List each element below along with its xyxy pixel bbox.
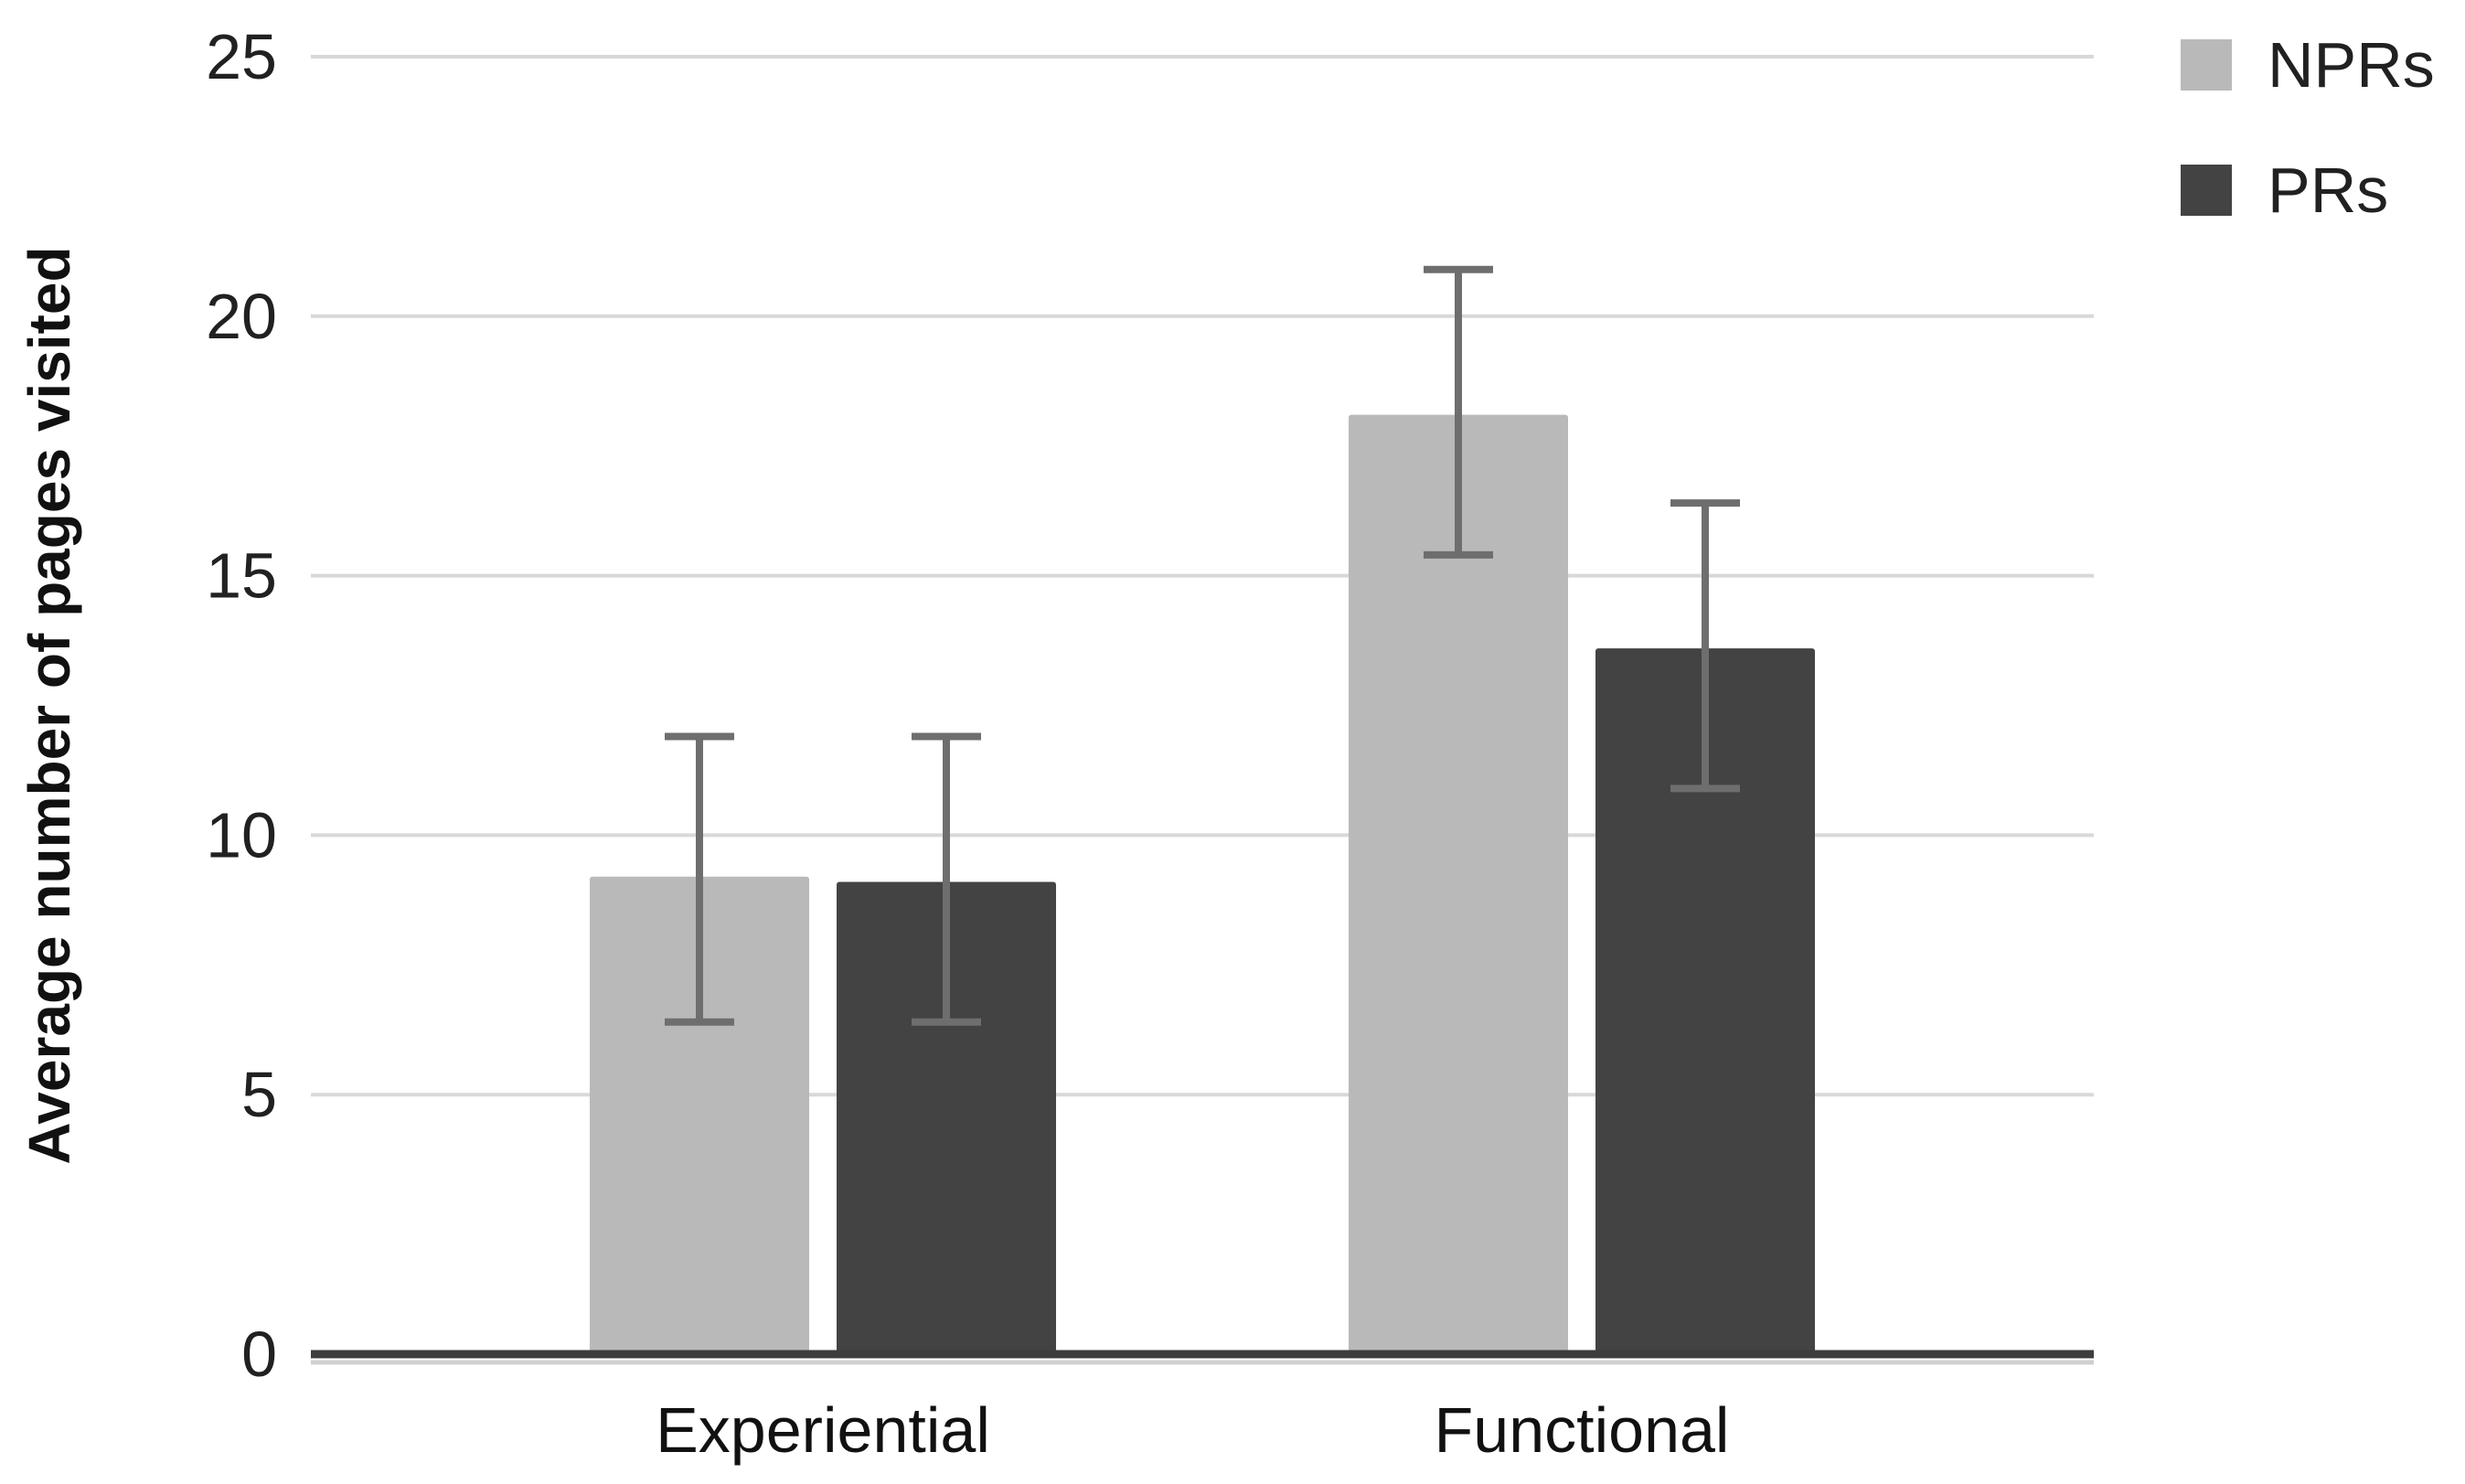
y-axis-title: Average number of pages visited <box>16 246 82 1164</box>
error-bar-nprs-functional <box>1424 265 1493 559</box>
x-category-label-experiential: Experiential <box>656 1394 990 1466</box>
bar-nprs-functional <box>1349 414 1568 1354</box>
bar-prs-functional <box>1595 648 1815 1354</box>
y-tick-label-10: 10 <box>206 799 277 870</box>
error-bar-nprs-experiential <box>665 732 734 1026</box>
error-bar-prs-experiential <box>912 732 981 1026</box>
legend-swatch-prs <box>2181 165 2232 216</box>
bar-nprs-experiential <box>590 876 809 1354</box>
y-tick-label-20: 20 <box>206 281 277 352</box>
error-bar-prs-functional <box>1670 499 1740 793</box>
legend-label-nprs: NPRs <box>2268 29 2435 101</box>
y-tick-label-25: 25 <box>206 21 277 92</box>
y-tick-label-5: 5 <box>241 1059 277 1130</box>
y-tick-label-0: 0 <box>241 1319 277 1390</box>
x-category-label-functional: Functional <box>1435 1394 1730 1466</box>
y-tick-label-15: 15 <box>206 540 277 612</box>
bar-prs-experiential <box>837 881 1056 1354</box>
legend-label-prs: PRs <box>2268 155 2388 226</box>
legend-swatch-nprs <box>2181 39 2232 91</box>
